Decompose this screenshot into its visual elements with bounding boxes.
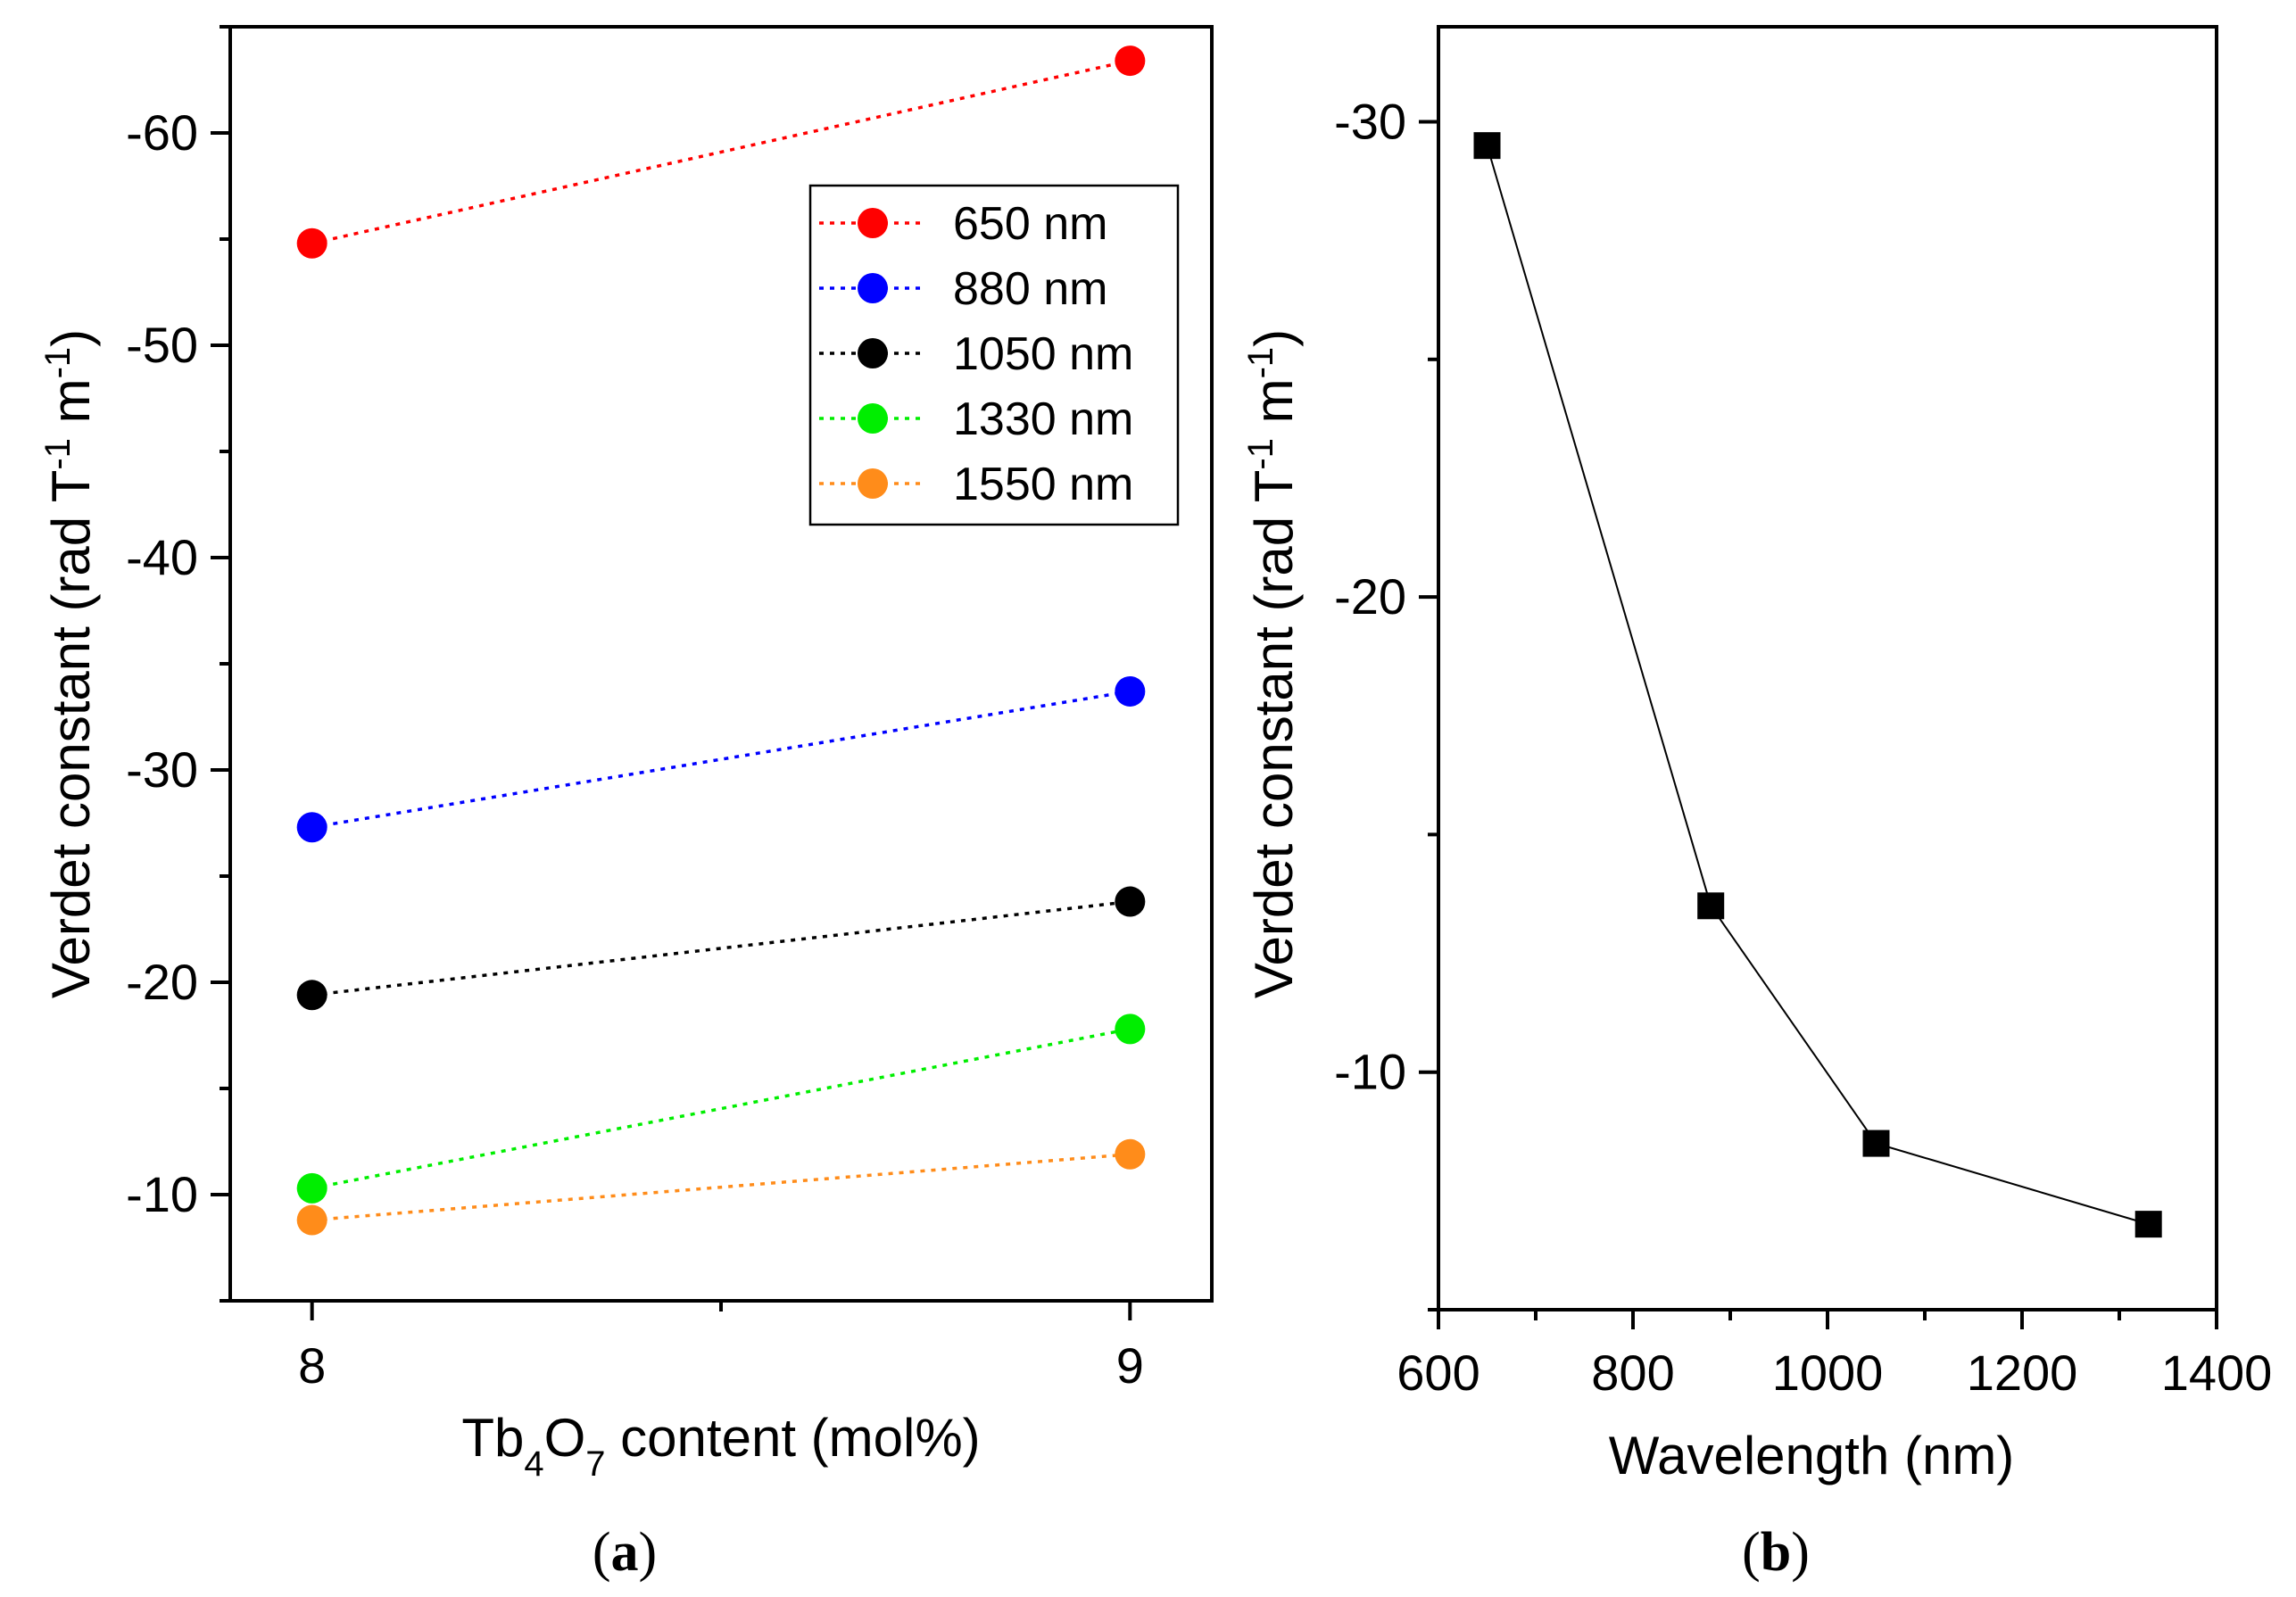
panel-b-y-title-part: Verdet constant (rad T (1244, 470, 1304, 999)
series-line-650nm (311, 59, 1131, 245)
panel-a-y-title-part: Verdet constant (rad T (41, 470, 101, 999)
data-point-1050nm (296, 980, 327, 1011)
panel-b-series-points (1473, 132, 2162, 1238)
series-line-1550nm (311, 1153, 1131, 1222)
legend-marker (858, 338, 888, 368)
panel-b-label-open: ( (1742, 1522, 1761, 1583)
panel-a-x-title-part: 4 (524, 1444, 543, 1484)
data-point-880nm (1115, 675, 1146, 707)
legend-label: 1550 nm (953, 459, 1133, 510)
panel-b-x-tick-label: 600 (1397, 1345, 1480, 1401)
data-point-square (2134, 1211, 2162, 1238)
panel-b-y-axis-title: Verdet constant (rad T-1 m-1) (1241, 329, 1304, 998)
panel-a-y-axis-title: Verdet constant (rad T-1 m-1) (38, 329, 101, 998)
panel-a-y-tick-label: -40 (126, 529, 198, 585)
panel-a-x-title-part: 7 (585, 1444, 605, 1484)
panel-b-y-title-part: m (1244, 378, 1304, 438)
panel-b-x-tick-label: 1400 (2161, 1345, 2273, 1401)
data-point-1330nm (296, 1172, 327, 1204)
panel-a-x-title-part: Tb (461, 1408, 524, 1468)
data-point-1550nm (1115, 1138, 1146, 1170)
data-point-1330nm (1115, 1014, 1146, 1045)
panel-a-y-title-part: -1 (38, 438, 78, 470)
panel-b-x-tick-label: 1200 (1967, 1345, 2078, 1401)
data-point-square (1473, 132, 1501, 160)
panel-a-y-tick-label: -50 (126, 317, 198, 373)
panel-a-x-tick-label: 9 (1116, 1337, 1144, 1394)
data-point-square (1862, 1129, 1890, 1157)
legend-marker (858, 403, 888, 434)
legend-marker (858, 273, 888, 303)
panel-b-y-tick-label: -10 (1334, 1044, 1406, 1100)
series-line-1050nm (311, 899, 1131, 997)
panel-a-y-title-part: -1 (38, 347, 78, 379)
chart-panel-b: -10 -20 -30 600 800 1000 1200 1400 Verdet cons… (1241, 25, 2272, 1583)
panel-a-x-tick-label: 8 (298, 1337, 326, 1394)
panel-a-legend: 650 nm 880 nm 1050 nm 1330 nm 1550 nm (808, 184, 1180, 526)
data-point-650nm (296, 228, 327, 259)
panel-b-x-axis: 600 800 1000 1200 1400 (1397, 1310, 2272, 1401)
panel-b-y-title-part: ) (1244, 329, 1304, 347)
panel-a-y-tick-label: -20 (126, 954, 198, 1010)
panel-a-x-title-part: content (mol%) (606, 1408, 981, 1468)
panel-b-plot-frame (1437, 25, 2218, 1312)
panel-a-x-axis-title: Tb4O7 content (mol%) (461, 1408, 980, 1484)
data-point-1050nm (1115, 886, 1146, 917)
data-point-1550nm (296, 1204, 327, 1236)
panel-b-label: (b) (1742, 1522, 1810, 1583)
panel-a-y-tick-label: -10 (126, 1166, 198, 1222)
panel-a-y-title-part: m (41, 378, 101, 438)
panel-a-series-points (296, 46, 1146, 1236)
legend-label: 1330 nm (953, 393, 1133, 445)
panel-b-series-line (1486, 145, 2149, 1226)
panel-a-y-tick-label: -30 (126, 741, 198, 798)
panel-b-y-tick-label: -30 (1334, 94, 1406, 150)
panel-a-y-axis: -10 -20 -30 -40 -50 -60 (126, 25, 230, 1303)
panel-b-x-tick-label: 800 (1591, 1345, 1674, 1401)
series-line-880nm (311, 690, 1131, 829)
data-point-880nm (296, 812, 327, 843)
data-point-650nm (1115, 46, 1146, 77)
series-line-wavelength (1486, 145, 2149, 1226)
panel-a-x-title-part: O (544, 1408, 586, 1468)
panel-b-label-close: ) (1791, 1522, 1810, 1583)
panel-a-series-lines (311, 59, 1131, 1222)
legend-label: 880 nm (953, 263, 1107, 315)
panel-a-y-title-part: ) (41, 329, 101, 347)
panel-b-label-letter: b (1761, 1522, 1791, 1583)
panel-a-y-tick-label: -60 (126, 104, 198, 161)
data-point-square (1697, 892, 1725, 920)
panel-b-x-tick-label: 1000 (1772, 1345, 1884, 1401)
panel-a-label: (a) (593, 1522, 657, 1583)
panel-b-y-title-part: -1 (1241, 347, 1281, 379)
legend-label: 650 nm (953, 198, 1107, 250)
panel-a-label-open: ( (593, 1522, 611, 1583)
legend-marker (858, 468, 888, 499)
panel-b-y-title-part: -1 (1241, 438, 1281, 470)
panel-a-label-letter: a (611, 1522, 639, 1583)
panel-b-y-axis: -10 -20 -30 (1334, 94, 1438, 1312)
panel-b-x-axis-title: Wavelength (nm) (1609, 1426, 2015, 1485)
panel-a-label-close: ) (639, 1522, 658, 1583)
legend-marker (858, 208, 888, 238)
panel-b-y-tick-label: -20 (1334, 568, 1406, 625)
legend-label: 1050 nm (953, 328, 1133, 380)
